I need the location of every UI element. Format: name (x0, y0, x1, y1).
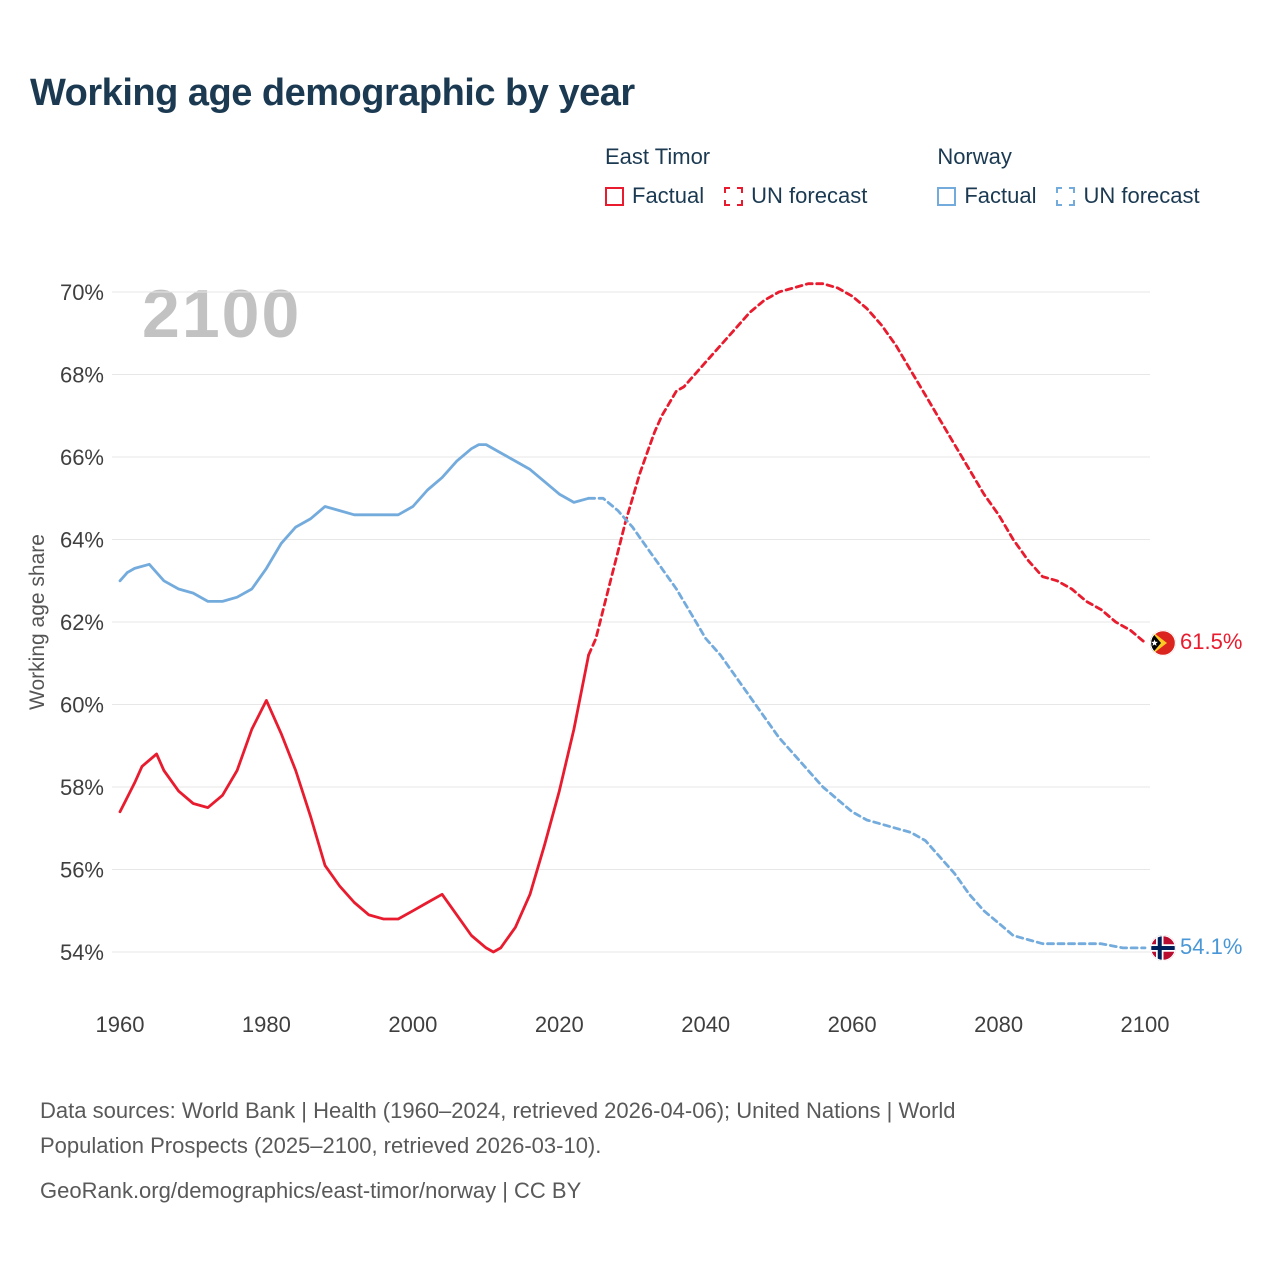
svg-text:2020: 2020 (535, 1012, 584, 1037)
svg-text:1980: 1980 (242, 1012, 291, 1037)
footer: Data sources: World Bank | Health (1960–… (40, 1093, 1200, 1208)
legend-item-east-timor-factual[interactable]: Factual (605, 183, 704, 209)
chart-svg: 54% 56% 58% 60% 62% 64% 66% 68% 70% 1960 1980 2000 2… (26, 280, 1170, 1037)
svg-text:70%: 70% (60, 280, 104, 305)
legend-group-title-east-timor: East Timor (605, 144, 711, 169)
svg-text:Working age share: Working age share (26, 534, 49, 710)
svg-text:2040: 2040 (681, 1012, 730, 1037)
svg-text:62%: 62% (60, 610, 104, 635)
legend-group-title-norway: Norway (937, 144, 1012, 169)
legend-swatch-east-timor-factual (605, 186, 624, 206)
svg-text:1960: 1960 (96, 1012, 145, 1037)
page-title: Working age demographic by year (30, 72, 635, 114)
legend-item-norway-forecast[interactable]: UN forecast (1056, 183, 1200, 209)
legend-swatch-norway-factual (937, 186, 957, 206)
watermark-year: 2100 (142, 276, 302, 352)
east-timor-flag-icon (1150, 629, 1176, 656)
svg-text:2080: 2080 (974, 1012, 1023, 1037)
legend-item-east-timor-forecast[interactable]: UN forecast (724, 183, 867, 209)
svg-text:2100: 2100 (1121, 1012, 1170, 1037)
legend: East Timor Factual UN forecast Norway Fa… (605, 144, 1200, 209)
legend-item-label: Factual (964, 183, 1037, 208)
svg-text:60%: 60% (60, 693, 104, 718)
legend-swatch-norway-forecast (1056, 186, 1076, 206)
footer-sources-line-2: Population Prospects (2025–2100, retriev… (40, 1133, 602, 1158)
legend-item-label: Factual (632, 183, 705, 208)
svg-text:68%: 68% (60, 363, 104, 388)
legend-swatch-east-timor-forecast (724, 186, 744, 206)
svg-text:64%: 64% (60, 528, 104, 553)
footer-attribution: GeoRank.org/demographics/east-timor/norw… (40, 1178, 582, 1203)
svg-text:54%: 54% (60, 940, 104, 965)
legend-group-norway: Norway Factual UN forecast (937, 144, 1200, 209)
legend-item-norway-factual[interactable]: Factual (937, 183, 1036, 209)
east-timor-end-value: 61.5% (1180, 628, 1243, 654)
norway-end-value: 54.1% (1180, 933, 1243, 959)
svg-text:56%: 56% (60, 858, 104, 883)
svg-text:66%: 66% (60, 445, 104, 470)
svg-text:58%: 58% (60, 775, 104, 800)
svg-text:2060: 2060 (828, 1012, 877, 1037)
legend-item-label: UN forecast (751, 183, 868, 208)
legend-group-east-timor: East Timor Factual UN forecast (605, 144, 867, 209)
footer-sources-line-1: Data sources: World Bank | Health (1960–… (40, 1098, 956, 1123)
chart-area: 2100 54% 56% 58% 60% 62% 64% 66% 68% 70% 1960 1980… (0, 230, 1280, 1080)
norway-flag-icon (1150, 934, 1176, 961)
svg-text:2000: 2000 (388, 1012, 437, 1037)
legend-item-label: UN forecast (1083, 183, 1200, 208)
